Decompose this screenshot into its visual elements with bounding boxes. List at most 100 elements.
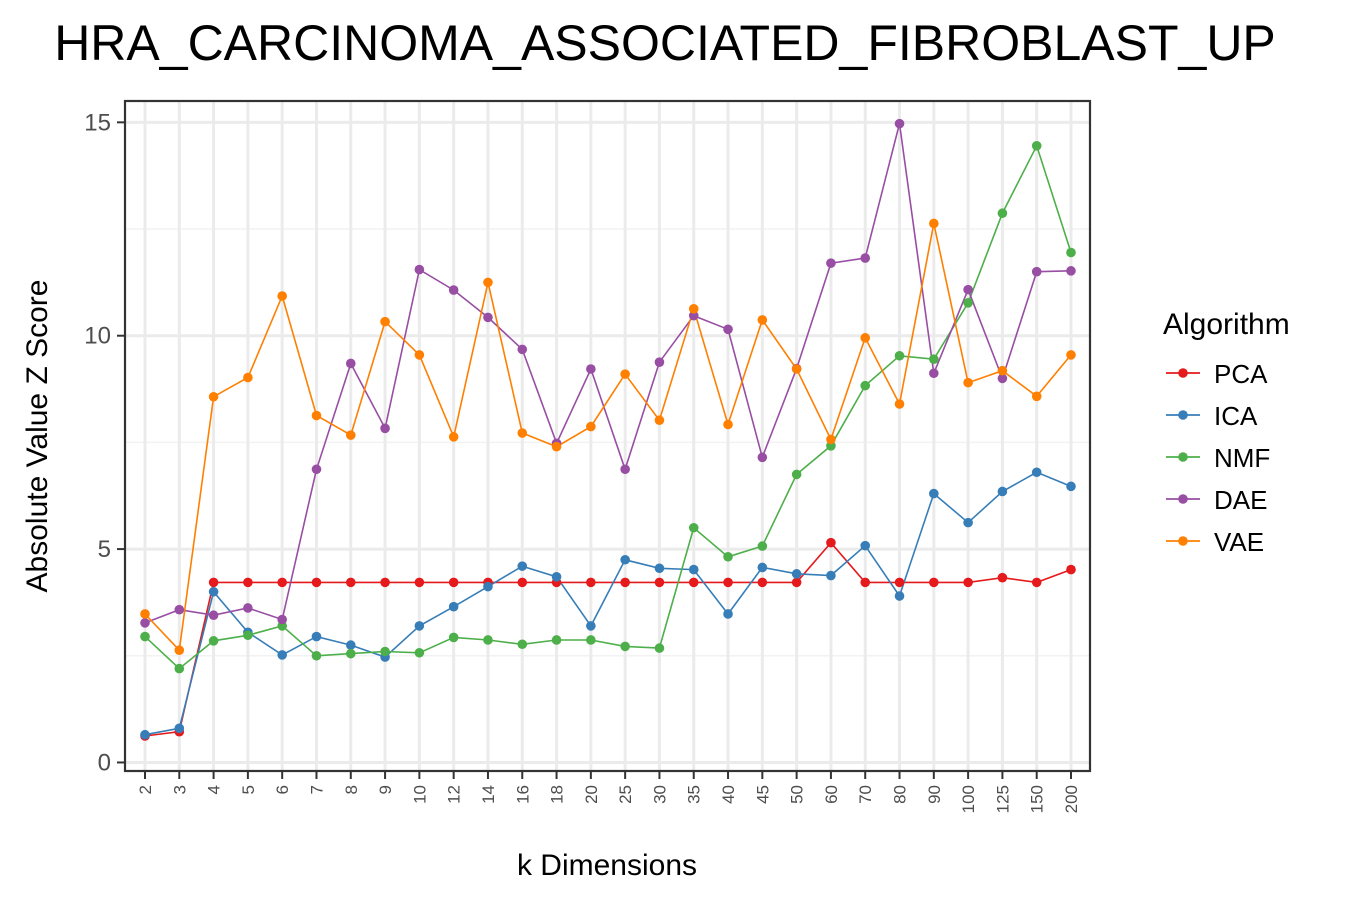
data-point-dae: [380, 423, 390, 434]
x-tick-label: 2: [136, 785, 155, 794]
legend-label: PCA: [1214, 359, 1268, 389]
data-point-dae: [311, 464, 322, 475]
x-tick-label: 7: [307, 785, 326, 794]
data-point-vae: [243, 372, 253, 383]
data-point-nmf: [1066, 247, 1076, 258]
data-point-dae: [414, 264, 425, 275]
data-point-nmf: [380, 646, 390, 657]
x-tick-label: 200: [1062, 785, 1081, 813]
data-point-vae: [860, 333, 871, 343]
data-point-vae: [174, 645, 185, 656]
data-point-ica: [448, 601, 459, 612]
chart-title: HRA_CARCINOMA_ASSOCIATED_FIBROBLAST_UP: [54, 15, 1276, 71]
data-point-nmf: [1031, 141, 1042, 151]
series-line-pca: [144, 541, 1072, 737]
data-point-vae: [894, 399, 905, 409]
data-point-nmf: [654, 643, 665, 653]
y-tick-label: 0: [98, 749, 111, 776]
data-point-pca: [791, 577, 802, 588]
data-point-vae: [311, 410, 322, 421]
data-point-nmf: [894, 350, 905, 361]
x-tick-label: 16: [513, 785, 532, 804]
data-point-dae: [208, 610, 219, 621]
data-point-nmf: [448, 632, 459, 643]
data-point-dae: [860, 253, 871, 263]
x-tick-label: 6: [273, 785, 292, 794]
data-point-pca: [997, 572, 1008, 583]
x-tick-label: 60: [822, 785, 841, 804]
data-point-ica: [517, 561, 528, 571]
x-tick-label: 14: [479, 785, 498, 804]
data-point-dae: [757, 452, 768, 463]
data-point-pca: [1031, 577, 1042, 588]
data-point-vae: [586, 421, 596, 432]
data-point-ica: [894, 591, 905, 601]
data-point-pca: [586, 577, 596, 588]
plot-panel: [123, 99, 1092, 773]
data-point-vae: [517, 428, 528, 438]
x-tick-label: 80: [891, 785, 910, 804]
x-tick-label: 12: [445, 785, 464, 804]
data-point-dae: [654, 357, 665, 367]
data-point-ica: [791, 569, 802, 579]
data-point-vae: [277, 291, 287, 301]
series-line-ica: [144, 471, 1072, 736]
data-point-nmf: [586, 635, 596, 645]
data-point-nmf: [757, 541, 768, 551]
data-point-pca: [448, 577, 459, 588]
y-tick-label: 15: [84, 109, 111, 136]
data-point-pca: [826, 537, 836, 548]
data-point-ica: [1031, 467, 1042, 478]
data-point-dae: [826, 258, 836, 268]
data-point-vae: [826, 434, 836, 445]
data-point-ica: [860, 540, 871, 551]
data-point-dae: [243, 603, 253, 613]
data-point-ica: [963, 517, 973, 528]
data-point-pca: [894, 577, 905, 588]
data-point-pca: [277, 577, 287, 588]
legend-item-ica: ICA: [1166, 401, 1258, 431]
data-point-ica: [826, 570, 836, 581]
data-point-dae: [894, 118, 905, 129]
data-point-pca: [963, 577, 973, 588]
legend-item-nmf: NMF: [1166, 443, 1270, 473]
x-tick-label: 35: [685, 785, 704, 804]
data-point-nmf: [620, 641, 630, 652]
data-point-vae: [963, 377, 973, 388]
x-tick-label: 50: [788, 785, 807, 804]
y-tick-label: 5: [98, 536, 111, 563]
data-point-dae: [517, 344, 528, 355]
data-point-dae: [929, 368, 939, 379]
data-point-pca: [620, 577, 630, 588]
data-point-vae: [1066, 350, 1076, 360]
data-point-pca: [517, 577, 528, 588]
data-point-vae: [208, 391, 219, 402]
data-point-pca: [414, 577, 425, 588]
data-point-pca: [929, 577, 939, 588]
data-point-dae: [997, 373, 1008, 384]
x-tick-label: 18: [548, 785, 567, 804]
data-point-dae: [586, 364, 596, 374]
series-points: [140, 118, 1076, 741]
data-point-pca: [380, 577, 390, 588]
data-point-vae: [483, 277, 493, 288]
data-point-ica: [929, 488, 939, 499]
data-point-ica: [483, 581, 493, 592]
legend-label: VAE: [1214, 527, 1264, 557]
legend-key-point: [1178, 494, 1188, 504]
x-tick-label: 3: [170, 785, 189, 794]
data-point-vae: [757, 315, 768, 325]
data-point-dae: [688, 310, 699, 321]
data-point-pca: [311, 577, 322, 588]
data-point-vae: [723, 419, 733, 430]
data-point-nmf: [483, 635, 493, 645]
data-point-ica: [140, 729, 150, 740]
data-point-dae: [174, 604, 185, 615]
data-point-nmf: [517, 639, 528, 650]
data-point-nmf: [414, 647, 425, 658]
data-point-nmf: [723, 551, 733, 562]
data-point-ica: [1066, 481, 1076, 492]
legend-title: Algorithm: [1163, 308, 1290, 341]
x-tick-label: 40: [719, 785, 738, 804]
